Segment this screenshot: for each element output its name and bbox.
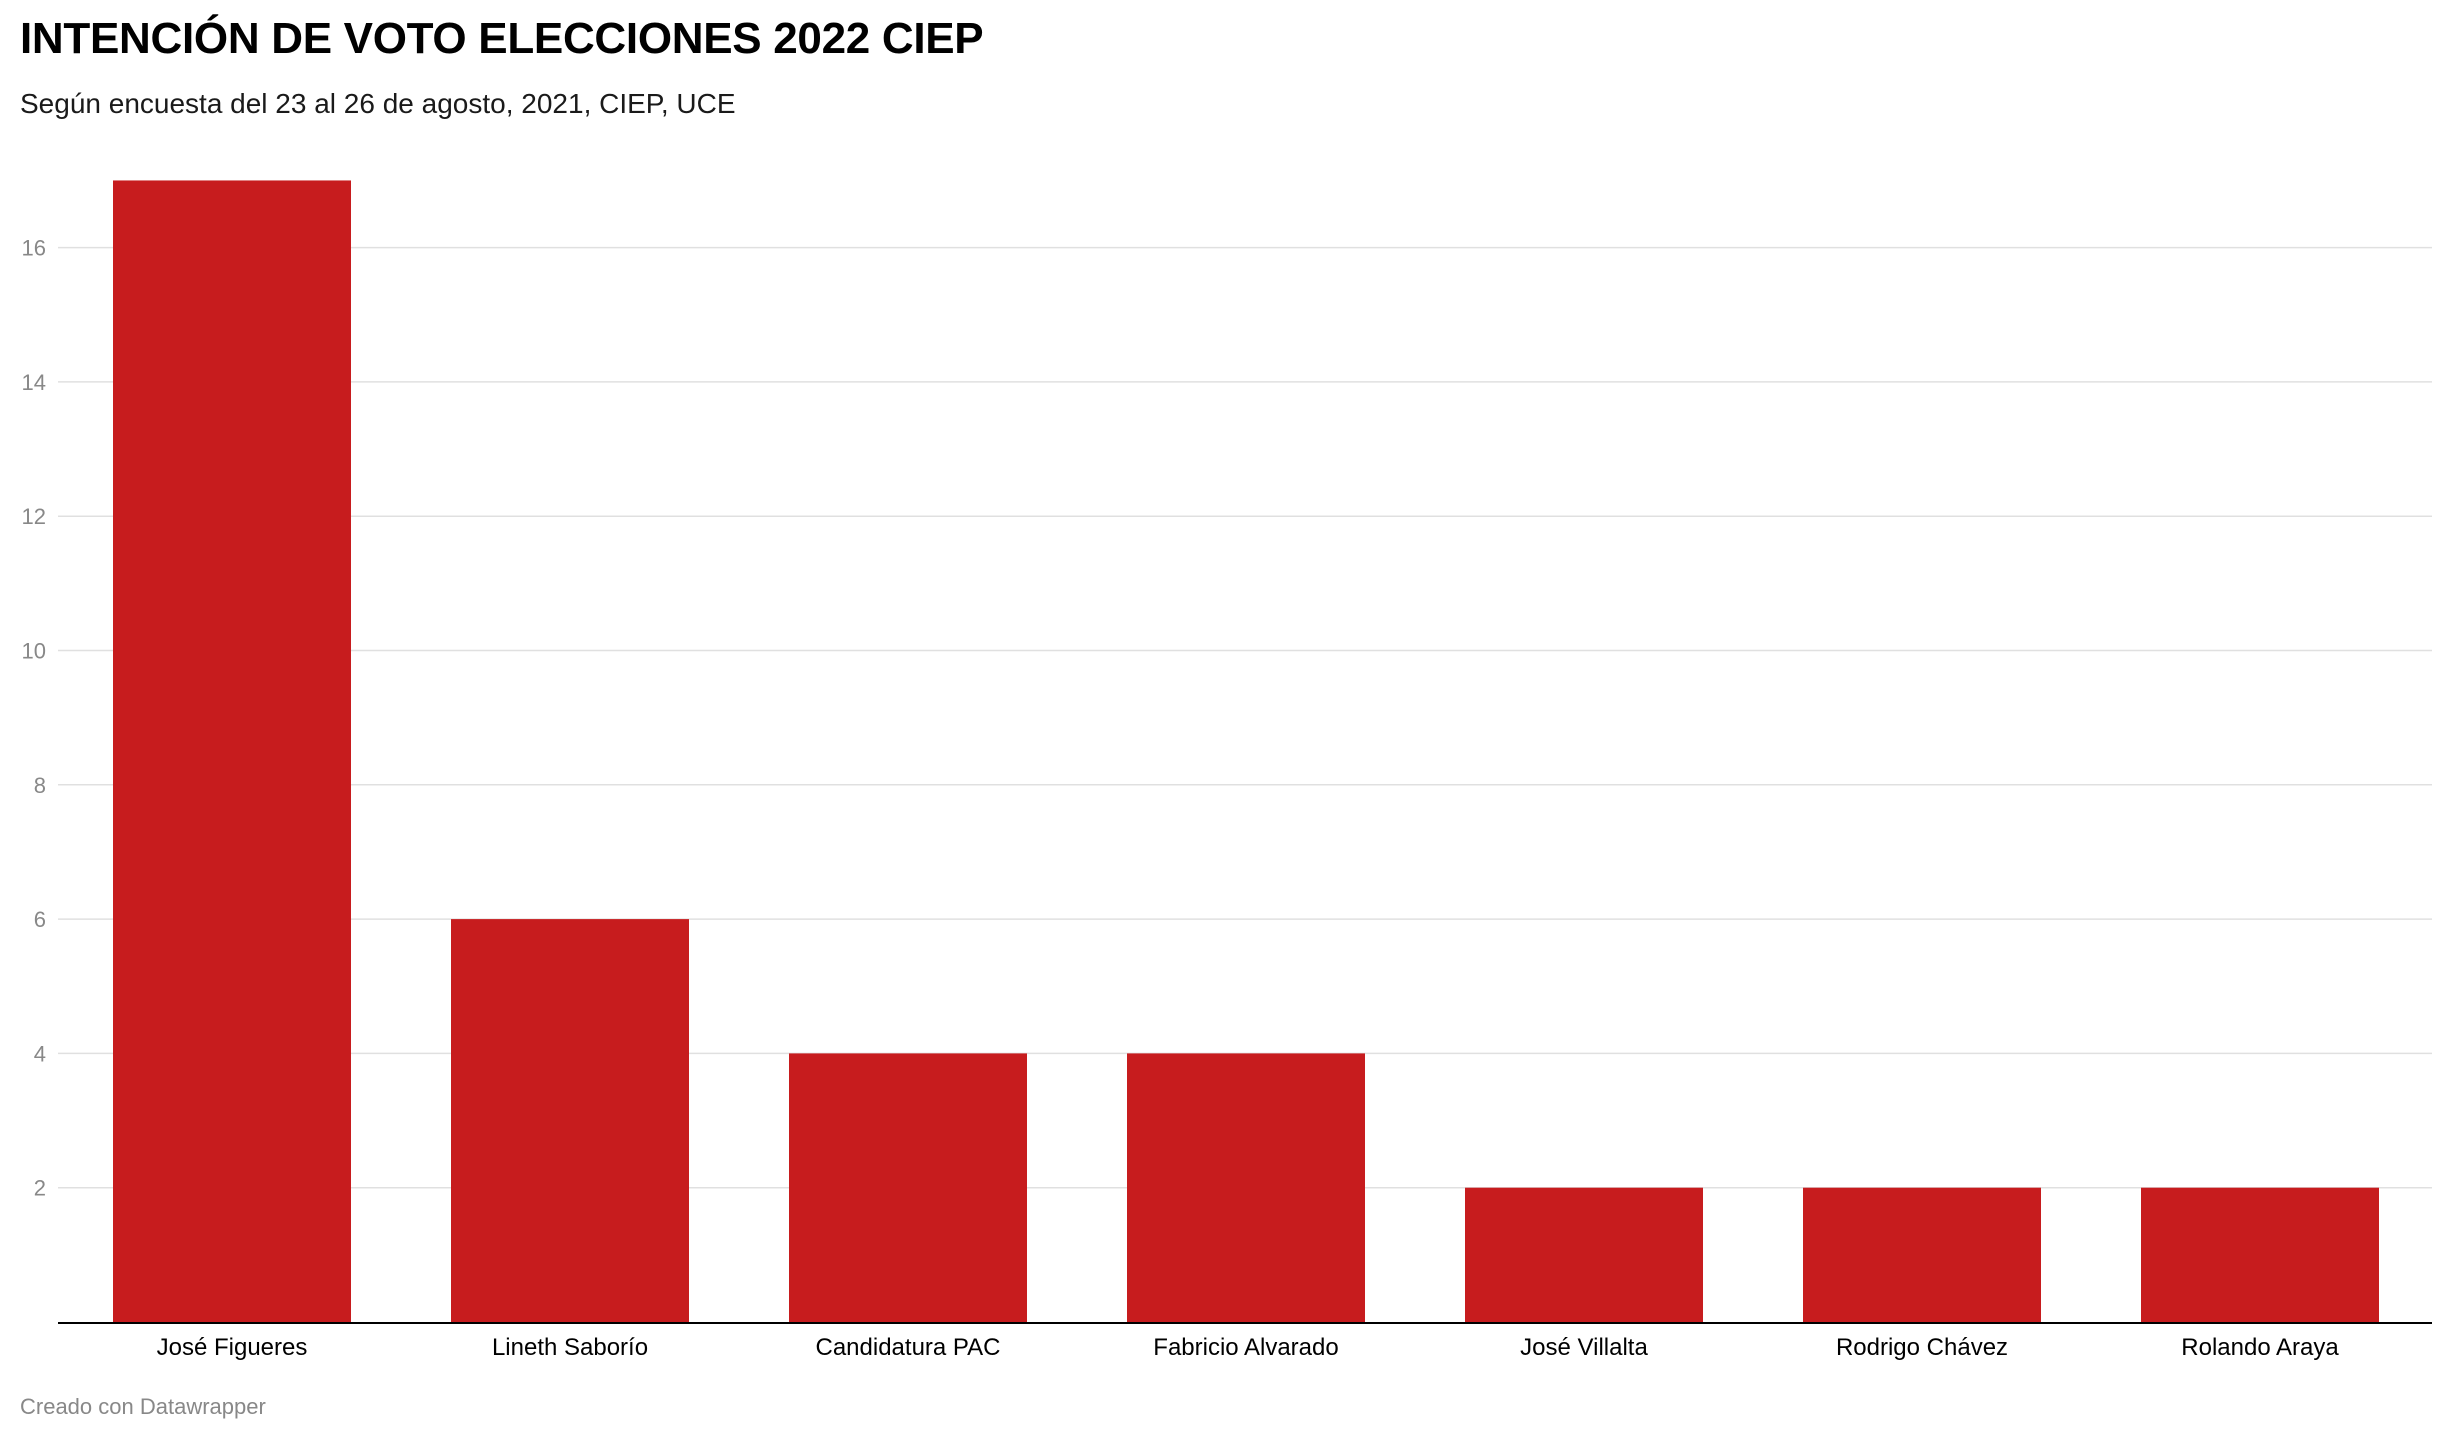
y-tick-label: 6 [34,907,46,932]
x-category-label: José Villalta [1520,1334,1648,1361]
y-tick-label: 10 [22,639,46,664]
y-tick-label: 2 [34,1176,46,1201]
x-axis-labels: José Figueres Lineth Saborío Candidatura P… [157,1334,2340,1361]
y-tick-label: 14 [22,370,46,395]
bar-4 [1465,1187,1703,1322]
x-category-label: Rolando Araya [2181,1334,2339,1361]
bar-6 [2141,1187,2379,1322]
chart-subtitle: Según encuesta del 23 al 26 de agosto, 2… [20,88,736,119]
x-category-label: José Figueres [157,1334,308,1361]
bar-0 [113,180,351,1323]
bar-2 [789,1053,1027,1322]
x-category-label: Candidatura PAC [816,1334,1001,1361]
bar-3 [1127,1053,1365,1322]
x-category-label: Fabricio Alvarado [1153,1334,1338,1361]
bar-5 [1803,1187,2041,1322]
chart-title: INTENCIÓN DE VOTO ELECCIONES 2022 CIEP [20,14,984,63]
y-axis-ticks: 2 4 6 8 10 12 14 16 [22,236,46,1201]
grid-lines [58,246,2432,1189]
y-tick-label: 4 [34,1041,46,1066]
y-tick-label: 8 [34,773,46,798]
y-tick-label: 12 [22,504,46,529]
bar-1 [451,919,689,1322]
footer-credit: Creado con Datawrapper [20,1394,266,1419]
y-tick-label: 16 [22,236,46,261]
x-category-label: Rodrigo Chávez [1836,1334,2008,1361]
bars [113,180,2379,1323]
x-category-label: Lineth Saborío [492,1334,648,1361]
